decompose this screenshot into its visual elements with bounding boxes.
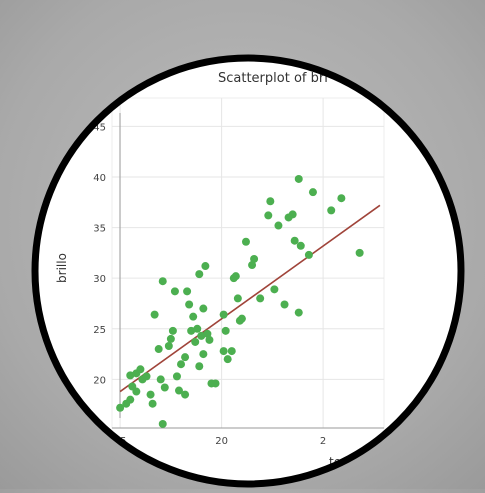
trendline-layer [119,204,381,393]
x-tick-label: 2 [320,436,326,447]
data-point [185,300,194,309]
y-tick-label: 30 [93,274,106,285]
data-point [211,379,220,388]
data-point [327,206,336,215]
data-points [116,174,364,428]
data-point [148,399,157,408]
data-point [294,174,303,183]
data-point [223,355,232,364]
data-point [168,326,177,335]
data-point [266,197,275,206]
y-tick-label: 35 [93,224,106,235]
data-point [132,387,141,396]
data-point [158,277,167,286]
data-point [264,211,273,220]
data-point [146,390,155,399]
data-point [290,236,299,245]
y-tick-label: 40 [93,173,106,184]
data-point [177,360,186,369]
data-point [280,300,289,309]
data-point [205,335,214,344]
data-point [201,262,210,271]
data-point [233,294,242,303]
data-point [193,324,202,333]
data-point [296,241,305,250]
data-point [116,403,125,412]
data-point [308,188,317,197]
data-point [160,383,169,392]
data-point [187,326,196,335]
data-point [231,272,240,281]
data-point [156,375,165,384]
data-point [183,287,192,296]
data-point [174,386,183,395]
data-point [203,329,212,338]
data-point [195,270,204,279]
data-point [164,342,173,351]
data-point [150,310,159,319]
data-point [248,261,257,270]
data-point [126,395,135,404]
lens-frame [31,54,465,488]
y-tick-label: 25 [93,325,106,336]
y-tick-label: 45 [93,122,106,133]
data-point [294,308,303,317]
y-axis-title: brillo [55,253,69,283]
data-point [219,310,228,319]
data-point [189,312,198,321]
data-point [250,254,259,263]
data-point [304,250,313,259]
data-point [199,304,208,313]
data-point [241,237,250,246]
plot-panel [111,97,385,429]
data-point [166,334,175,343]
data-point [158,419,167,428]
data-point [126,371,135,380]
data-point [142,372,151,381]
data-point [337,194,346,203]
x-tick-label: 20 [215,436,228,447]
data-point [197,331,206,340]
data-point [270,285,279,294]
data-point [221,326,230,335]
data-point [288,210,297,219]
data-point [219,347,228,356]
data-point [136,365,145,374]
data-point [274,221,283,230]
data-point [355,248,364,257]
data-point [170,287,179,296]
data-point [172,372,181,381]
data-point [237,314,246,323]
data-point [181,353,190,362]
data-point [154,345,163,354]
data-point [195,362,204,371]
chart-title: Scatterplot of bri [218,71,328,86]
data-point [227,347,236,356]
trendline [119,204,381,393]
data-point [191,337,200,346]
y-tick-label: 20 [93,375,106,386]
data-point [199,350,208,359]
data-point [256,294,265,303]
data-point [181,390,190,399]
